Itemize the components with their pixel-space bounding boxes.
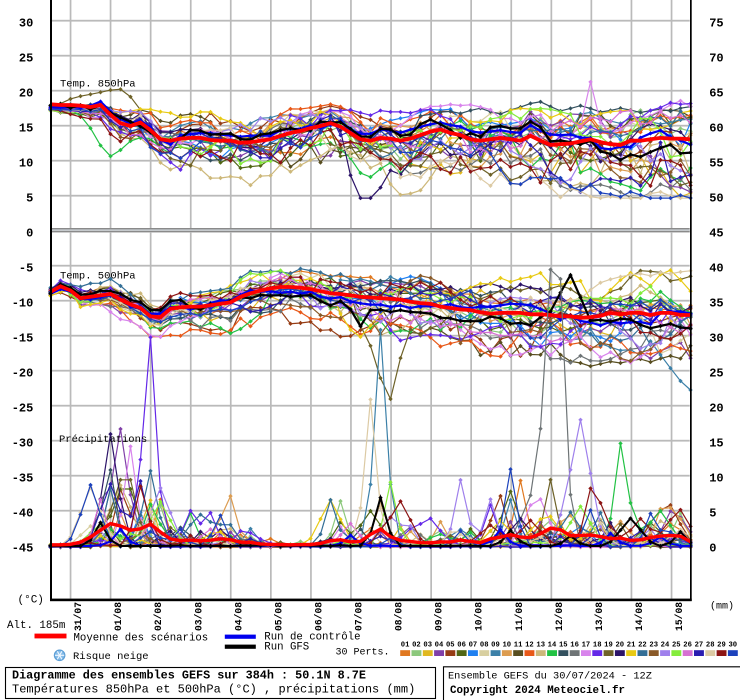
svg-text:14/08: 14/08 xyxy=(634,602,645,631)
svg-text:75: 75 xyxy=(709,17,723,31)
svg-text:09/08: 09/08 xyxy=(434,602,445,631)
svg-text:17: 17 xyxy=(582,641,591,649)
svg-text:Temp. 500hPa: Temp. 500hPa xyxy=(60,271,136,283)
svg-text:50: 50 xyxy=(709,192,723,206)
svg-text:Run de contrôle: Run de contrôle xyxy=(264,632,360,644)
svg-text:Temp. 850hPa: Temp. 850hPa xyxy=(60,79,136,91)
svg-text:28: 28 xyxy=(706,641,715,649)
svg-text:55: 55 xyxy=(709,157,723,171)
svg-text:20: 20 xyxy=(709,402,723,416)
svg-text:26: 26 xyxy=(683,641,692,649)
svg-text:21: 21 xyxy=(627,641,636,649)
svg-text:04/08: 04/08 xyxy=(233,602,244,631)
svg-text:20: 20 xyxy=(615,641,624,649)
svg-text:65: 65 xyxy=(709,87,723,101)
svg-text:Run GFS: Run GFS xyxy=(264,642,309,654)
svg-text:Alt. 185m: Alt. 185m xyxy=(7,620,65,632)
svg-text:-10: -10 xyxy=(12,297,34,311)
svg-text:0: 0 xyxy=(26,227,33,241)
svg-text:05: 05 xyxy=(446,641,455,649)
svg-text:40: 40 xyxy=(709,262,723,276)
svg-text:15: 15 xyxy=(709,437,723,451)
svg-text:-30: -30 xyxy=(12,437,34,451)
svg-text:10/08: 10/08 xyxy=(474,602,485,631)
svg-text:30: 30 xyxy=(709,332,723,346)
svg-text:15: 15 xyxy=(559,641,568,649)
svg-text:08/08: 08/08 xyxy=(394,602,405,631)
svg-text:Précipitations: Précipitations xyxy=(59,434,147,446)
svg-text:27: 27 xyxy=(695,641,704,649)
svg-text:12: 12 xyxy=(525,641,534,649)
svg-text:Risque neige: Risque neige xyxy=(73,651,149,663)
svg-text:60: 60 xyxy=(709,122,723,136)
svg-text:-20: -20 xyxy=(12,367,34,381)
svg-text:25: 25 xyxy=(19,52,33,66)
svg-text:01/08: 01/08 xyxy=(113,602,124,631)
svg-text:Ensemble GEFS du 30/07/2024 -: Ensemble GEFS du 30/07/2024 - 12Z xyxy=(448,671,652,683)
svg-text:14: 14 xyxy=(548,641,557,649)
svg-text:Copyright 2024 Meteociel.fr: Copyright 2024 Meteociel.fr xyxy=(450,685,625,697)
svg-text:11/08: 11/08 xyxy=(514,602,525,631)
svg-text:06/08: 06/08 xyxy=(314,602,325,631)
svg-text:10: 10 xyxy=(502,641,511,649)
svg-text:06: 06 xyxy=(457,641,466,649)
svg-text:5: 5 xyxy=(709,507,716,521)
svg-text:12/08: 12/08 xyxy=(554,602,565,631)
svg-text:Moyenne des scénarios: Moyenne des scénarios xyxy=(74,632,209,644)
svg-text:05/08: 05/08 xyxy=(273,602,284,631)
svg-text:(°C): (°C) xyxy=(18,594,44,606)
svg-text:30: 30 xyxy=(728,641,737,649)
svg-text:03: 03 xyxy=(423,641,432,649)
svg-text:0: 0 xyxy=(709,542,716,556)
svg-text:-15: -15 xyxy=(12,332,34,346)
svg-text:35: 35 xyxy=(709,297,723,311)
svg-text:29: 29 xyxy=(717,641,726,649)
svg-text:13/08: 13/08 xyxy=(594,602,605,631)
svg-text:03/08: 03/08 xyxy=(193,602,204,631)
svg-text:19: 19 xyxy=(604,641,613,649)
svg-text:(mm): (mm) xyxy=(710,601,734,613)
svg-text:09: 09 xyxy=(491,641,500,649)
svg-text:10: 10 xyxy=(19,157,33,171)
svg-text:30 Perts.: 30 Perts. xyxy=(336,647,390,658)
svg-text:-5: -5 xyxy=(19,262,33,276)
svg-text:08: 08 xyxy=(480,641,489,649)
svg-text:01: 01 xyxy=(401,641,410,649)
svg-text:02: 02 xyxy=(412,641,421,649)
svg-text:-35: -35 xyxy=(12,472,34,486)
svg-text:30: 30 xyxy=(19,17,33,31)
svg-text:18: 18 xyxy=(593,641,602,649)
svg-text:45: 45 xyxy=(709,227,723,241)
svg-text:Températures 850hPa et 500hPa: Températures 850hPa et 500hPa (°C) , pré… xyxy=(12,683,415,697)
svg-text:25: 25 xyxy=(709,367,723,381)
svg-text:22: 22 xyxy=(638,641,647,649)
svg-text:31/07: 31/07 xyxy=(73,602,84,631)
svg-text:24: 24 xyxy=(661,641,670,649)
svg-text:11: 11 xyxy=(514,641,523,649)
svg-text:10: 10 xyxy=(709,472,723,486)
svg-text:02/08: 02/08 xyxy=(153,602,164,631)
svg-text:04: 04 xyxy=(435,641,444,649)
svg-text:25: 25 xyxy=(672,641,681,649)
svg-text:20: 20 xyxy=(19,87,33,101)
svg-text:15/08: 15/08 xyxy=(674,602,685,631)
svg-text:-45: -45 xyxy=(12,542,34,556)
svg-text:13: 13 xyxy=(536,641,545,649)
svg-text:16: 16 xyxy=(570,641,579,649)
svg-text:15: 15 xyxy=(19,122,33,136)
svg-text:23: 23 xyxy=(649,641,658,649)
svg-text:-25: -25 xyxy=(12,402,34,416)
svg-text:07: 07 xyxy=(469,641,478,649)
svg-text:-40: -40 xyxy=(12,507,34,521)
svg-text:07/08: 07/08 xyxy=(354,602,365,631)
svg-text:70: 70 xyxy=(709,52,723,66)
svg-text:5: 5 xyxy=(26,192,33,206)
svg-text:Diagramme des ensembles GEFS s: Diagramme des ensembles GEFS sur 384h : … xyxy=(12,669,366,683)
